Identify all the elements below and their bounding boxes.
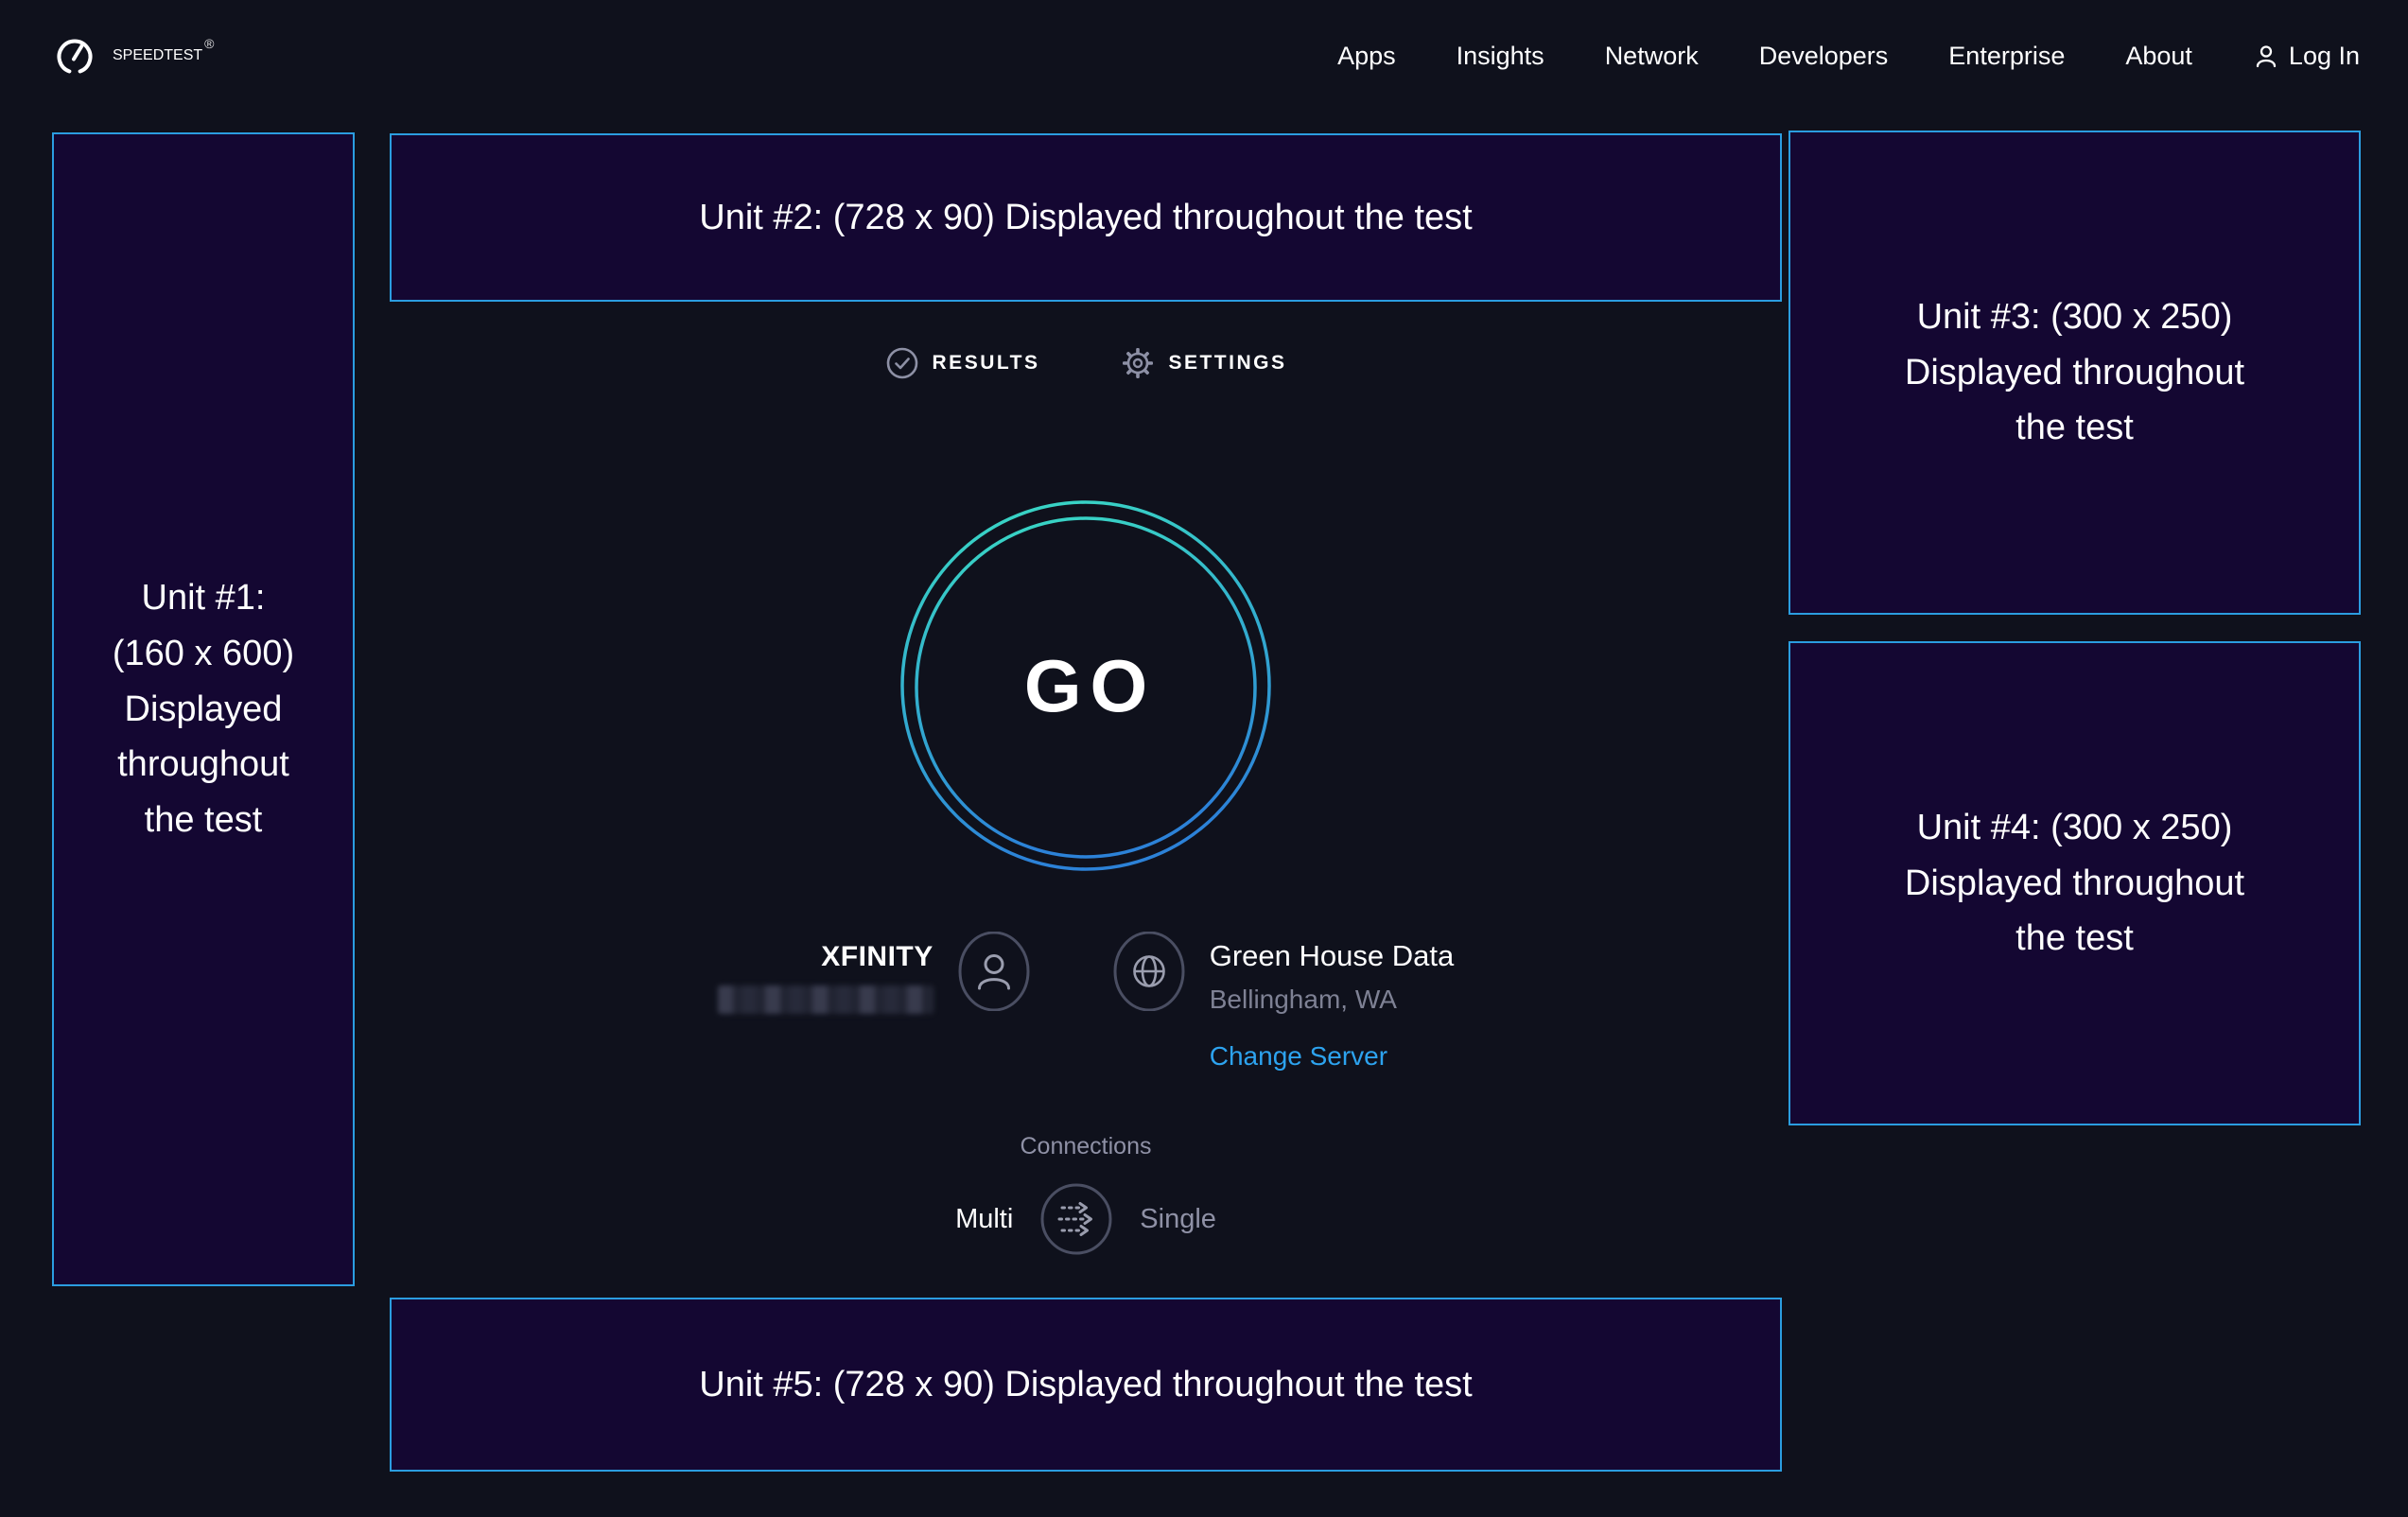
header: SPEEDTEST® Apps Insights Network Develop… bbox=[0, 0, 2408, 112]
server-name: Green House Data bbox=[1209, 939, 1455, 972]
globe-icon bbox=[1113, 932, 1185, 1011]
connections-multi-option[interactable]: Multi bbox=[955, 1203, 1014, 1234]
censored-ip-address bbox=[717, 985, 934, 1014]
tab-results[interactable]: RESULTS bbox=[885, 346, 1040, 380]
main-nav: Apps Insights Network Developers Enterpr… bbox=[1337, 42, 2360, 71]
user-icon bbox=[2256, 45, 2277, 68]
go-label: GO bbox=[1023, 643, 1157, 727]
ad-unit-2: Unit #2: (728 x 90) Displayed throughout… bbox=[390, 133, 1782, 302]
nav-network[interactable]: Network bbox=[1604, 41, 1699, 70]
ad-unit-3: Unit #3: (300 x 250) Displayed throughou… bbox=[1789, 131, 2361, 615]
nav-about[interactable]: About bbox=[2125, 41, 2192, 70]
check-circle-icon bbox=[886, 347, 917, 379]
connections-toggle-button[interactable] bbox=[1039, 1182, 1113, 1256]
connection-details: XFINITY Green House Data Bellingham, WA … bbox=[390, 932, 1782, 1072]
connections-label: Connections bbox=[1020, 1133, 1152, 1160]
nav-developers[interactable]: Developers bbox=[1758, 41, 1889, 70]
tab-results-label: RESULTS bbox=[932, 352, 1040, 374]
ad-unit-1-text: Unit #1: (160 x 600) Displayed throughou… bbox=[112, 577, 295, 841]
view-tabs: RESULTS SETTINGS bbox=[390, 346, 1782, 380]
login-button[interactable]: Log In bbox=[2253, 42, 2360, 71]
brand-name: SPEEDTEST® bbox=[113, 36, 214, 64]
server-texts: Green House Data Bellingham, WA Change S… bbox=[1210, 932, 1454, 1072]
nav-enterprise[interactable]: Enterprise bbox=[1948, 41, 2066, 70]
isp-block: XFINITY bbox=[717, 932, 1034, 1014]
go-button[interactable]: GO bbox=[887, 487, 1284, 884]
ad-unit-4-text: Unit #4: (300 x 250) Displayed throughou… bbox=[1904, 807, 2245, 959]
server-block: Green House Data Bellingham, WA Change S… bbox=[1109, 932, 1454, 1072]
multi-connection-icon bbox=[1040, 1183, 1112, 1255]
ad-unit-1: Unit #1: (160 x 600) Displayed throughou… bbox=[52, 132, 355, 1286]
tab-settings-label: SETTINGS bbox=[1168, 352, 1287, 374]
login-label: Log In bbox=[2288, 41, 2360, 70]
server-location: Bellingham, WA bbox=[1209, 985, 1397, 1014]
brand-text: SPEEDTEST bbox=[113, 47, 203, 63]
tab-settings[interactable]: SETTINGS bbox=[1121, 346, 1286, 380]
ad-unit-3-text: Unit #3: (300 x 250) Displayed throughou… bbox=[1904, 296, 2245, 448]
speedtest-logo[interactable]: SPEEDTEST® bbox=[52, 33, 214, 78]
nav-insights[interactable]: Insights bbox=[1456, 41, 1544, 70]
brand-trademark: ® bbox=[204, 36, 215, 51]
isp-name: XFINITY bbox=[821, 941, 934, 972]
go-ring bbox=[900, 500, 1271, 871]
ad-unit-4: Unit #4: (300 x 250) Displayed throughou… bbox=[1789, 641, 2361, 1125]
nav-apps[interactable]: Apps bbox=[1337, 41, 1396, 70]
ad-unit-5-text: Unit #5: (728 x 90) Displayed throughout… bbox=[699, 1364, 1473, 1404]
change-server-link[interactable]: Change Server bbox=[1209, 1041, 1388, 1071]
ad-unit-2-text: Unit #2: (728 x 90) Displayed throughout… bbox=[699, 197, 1473, 237]
gear-icon bbox=[1123, 348, 1154, 378]
ad-unit-5: Unit #5: (728 x 90) Displayed throughout… bbox=[390, 1298, 1782, 1472]
connections-single-option[interactable]: Single bbox=[1140, 1203, 1216, 1234]
gauge-icon bbox=[57, 39, 93, 74]
isp-texts: XFINITY bbox=[717, 932, 934, 1014]
person-icon bbox=[958, 932, 1030, 1011]
connections-toggle-row: Multi Single bbox=[390, 1182, 1782, 1256]
